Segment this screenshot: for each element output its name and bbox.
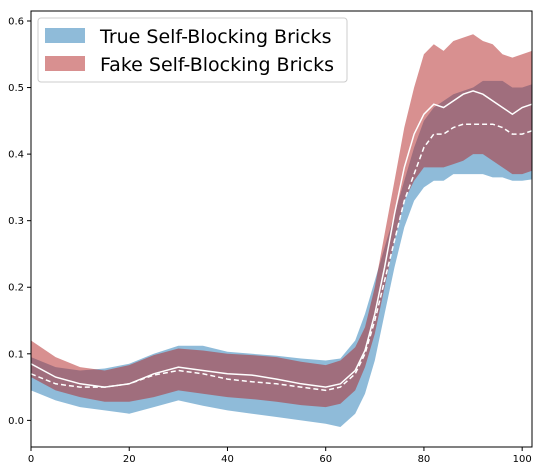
x-axis: 0 20 40 60 80 100 xyxy=(28,447,532,465)
legend-swatch-2 xyxy=(45,56,85,71)
legend: True Self-Blocking Bricks Fake Self-Block… xyxy=(37,17,348,83)
y-tick-label: 0.6 xyxy=(8,16,24,27)
confidence-bands xyxy=(31,34,532,428)
legend-box xyxy=(37,17,348,83)
x-tick-label: 40 xyxy=(221,454,234,465)
x-tick-label: 60 xyxy=(319,454,332,465)
y-tick-label: 0.4 xyxy=(8,150,24,161)
band-series-2 xyxy=(31,34,532,408)
legend-label-2: Fake Self-Blocking Bricks xyxy=(100,54,334,76)
x-tick-label: 20 xyxy=(123,454,136,465)
mean-line-series-1 xyxy=(30,123,533,392)
y-axis: 0.0 0.1 0.2 0.3 0.4 0.5 0.6 xyxy=(8,16,31,427)
y-tick-label: 0.2 xyxy=(8,283,24,294)
plot-frame xyxy=(30,10,533,448)
x-tick-label: 80 xyxy=(418,454,431,465)
y-tick-label: 0.1 xyxy=(8,349,24,360)
x-tick-label: 100 xyxy=(513,454,532,465)
mean-lines xyxy=(30,90,533,392)
x-tick-label: 0 xyxy=(28,454,34,465)
legend-label-1: True Self-Blocking Bricks xyxy=(99,26,332,48)
legend-swatch-1 xyxy=(45,28,85,43)
y-tick-label: 0.0 xyxy=(8,416,24,427)
mean-line-series-2 xyxy=(30,90,533,388)
y-tick-label: 0.3 xyxy=(8,216,24,227)
y-tick-label: 0.5 xyxy=(8,83,24,94)
